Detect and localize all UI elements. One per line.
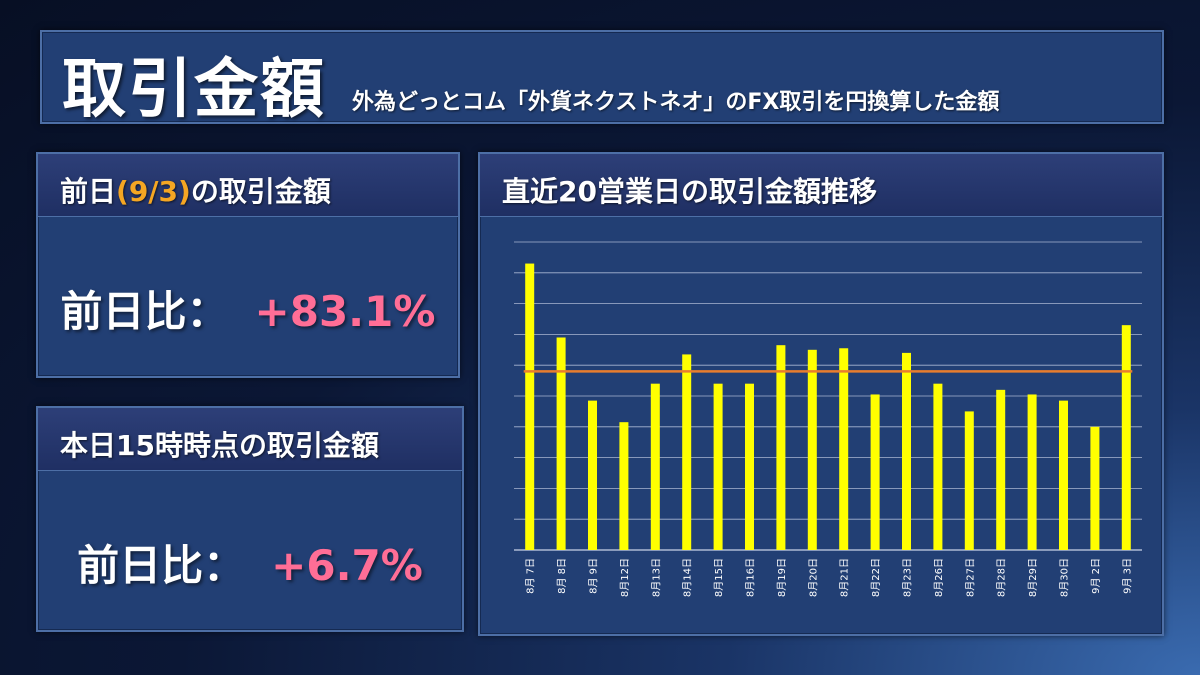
x-tick-label: 8月13日	[650, 558, 662, 597]
bar-13	[933, 383, 943, 550]
x-tick-label: 8月15日	[713, 558, 725, 597]
page-subtitle: 外為どっとコム「外貨ネクストネオ」のFX取引を円換算した金額	[352, 90, 1000, 115]
x-tick-label: 8月19日	[776, 558, 788, 597]
bar-0	[525, 263, 535, 550]
prev-day-ratio-label: 前日比：	[60, 287, 229, 336]
bar-5	[682, 354, 692, 550]
x-tick-label: 8月22日	[870, 558, 882, 597]
x-tick-label: 8月16日	[745, 558, 757, 597]
bar-8	[776, 345, 786, 550]
today-ratio-label: 前日比：	[77, 541, 246, 590]
bar-14	[964, 411, 974, 550]
prev-day-card-title: 前日(9/3)の取引金額	[60, 170, 331, 210]
today-card-title: 本日15時時点の取引金額	[60, 429, 379, 462]
chart-card-header: 直近20営業日の取引金額推移	[480, 154, 1162, 217]
bar-6	[713, 383, 723, 550]
page-title: 取引金額	[62, 53, 326, 127]
today-ratio-value: +6.7%	[271, 541, 423, 590]
header-panel: 取引金額 外為どっとコム「外貨ネクストネオ」のFX取引を円換算した金額	[40, 30, 1164, 127]
bar-16	[1027, 394, 1037, 550]
x-tick-label: 8月26日	[933, 558, 945, 597]
x-tick-label: 8月27日	[964, 558, 976, 597]
prev-day-card: 前日(9/3)の取引金額 前日比： +83.1%	[36, 152, 460, 378]
x-tick-label: 8月12日	[619, 558, 631, 597]
chart-bars	[525, 263, 1131, 550]
today-ratio: 前日比： +6.7%	[38, 532, 462, 593]
prev-day-title-suffix: の取引金額	[190, 175, 331, 208]
bar-18	[1090, 426, 1100, 550]
prev-day-title-prefix: 前日	[60, 175, 117, 208]
x-tick-label: 8月14日	[682, 558, 694, 597]
bar-3	[619, 422, 629, 550]
bar-10	[839, 348, 849, 550]
chart-x-labels: 8月 7日 8月 8日 8月 9日 8月12日 8月13日 8月14日 8月15日 8月16日…	[525, 558, 1134, 597]
bar-chart: 8月 7日 8月 8日 8月 9日 8月12日 8月13日 8月14日 8月15日 8月16日…	[514, 241, 1142, 597]
x-tick-label: 8月28日	[996, 558, 1008, 597]
prev-day-ratio: 前日比： +83.1%	[38, 278, 458, 339]
prev-day-title-date: (9/3)	[116, 175, 191, 208]
bar-4	[650, 383, 660, 550]
bar-12	[902, 352, 911, 550]
x-tick-label: 8月29日	[1027, 558, 1039, 597]
bar-15	[996, 389, 1006, 550]
bar-1	[556, 337, 566, 550]
x-tick-label: 8月 7日	[525, 558, 537, 594]
x-tick-label: 9月 3日	[1121, 558, 1133, 594]
x-tick-label: 8月30日	[1059, 558, 1071, 597]
bar-17	[1059, 400, 1068, 550]
chart-title: 直近20営業日の取引金額推移	[502, 175, 877, 208]
chart-card: 直近20営業日の取引金額推移 8月 7日 8月 8日 8月 9日 8月12日 8月13日…	[478, 152, 1164, 636]
bar-2	[588, 400, 597, 550]
x-tick-label: 8月21日	[839, 558, 851, 597]
prev-day-ratio-value: +83.1%	[254, 287, 436, 336]
x-tick-label: 8月 8日	[556, 558, 568, 594]
chart-gridlines	[514, 241, 1142, 551]
bar-11	[870, 394, 880, 550]
bar-7	[745, 383, 754, 550]
today-card-header: 本日15時時点の取引金額	[38, 408, 462, 471]
prev-day-card-header: 前日(9/3)の取引金額	[38, 154, 458, 217]
today-card: 本日15時時点の取引金額 前日比： +6.7%	[36, 406, 464, 632]
x-tick-label: 8月23日	[902, 558, 914, 597]
x-tick-label: 8月 9日	[588, 558, 600, 594]
bar-9	[807, 349, 817, 550]
x-tick-label: 8月20日	[807, 558, 819, 597]
x-tick-label: 9月 2日	[1090, 558, 1102, 594]
bar-19	[1121, 325, 1131, 550]
